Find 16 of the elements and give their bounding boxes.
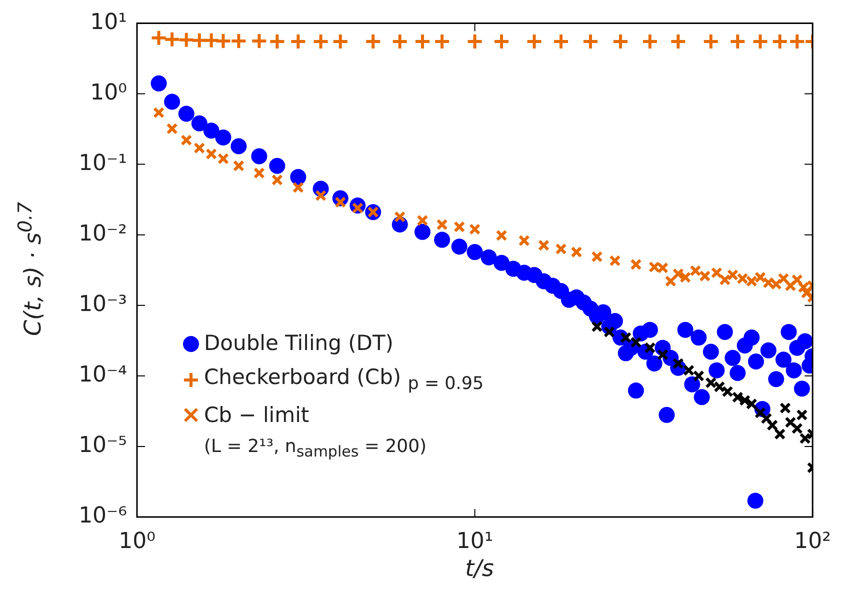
y-tick-label: 10⁻¹	[78, 151, 127, 176]
y-tick-label: 10⁰	[90, 80, 128, 106]
y-tick-label: 10⁻²	[78, 222, 127, 247]
y-tick-label: 10⁻⁶	[78, 504, 128, 529]
legend-label: Cb − limit	[204, 402, 310, 429]
x-tick-label: 10⁰	[118, 528, 156, 554]
y-tick-label: 10⁻⁵	[78, 433, 127, 458]
legend-label: Checkerboard (Cb) $_{p = 0.95}$	[204, 364, 484, 396]
y-tick-label: 10⁻³	[78, 292, 127, 318]
y-tick-label: 10¹	[90, 10, 127, 35]
x-tick-label: 10¹	[456, 528, 494, 554]
x-tick-label: 10²	[794, 528, 832, 554]
legend-label: Double Tiling (DT)	[204, 330, 394, 358]
annotation: (L = 2¹³, n$_{samples}$ = 200)	[204, 434, 428, 462]
y-tick-label: 10⁻⁴	[78, 362, 128, 388]
x-axis-title: t/s	[464, 556, 495, 582]
